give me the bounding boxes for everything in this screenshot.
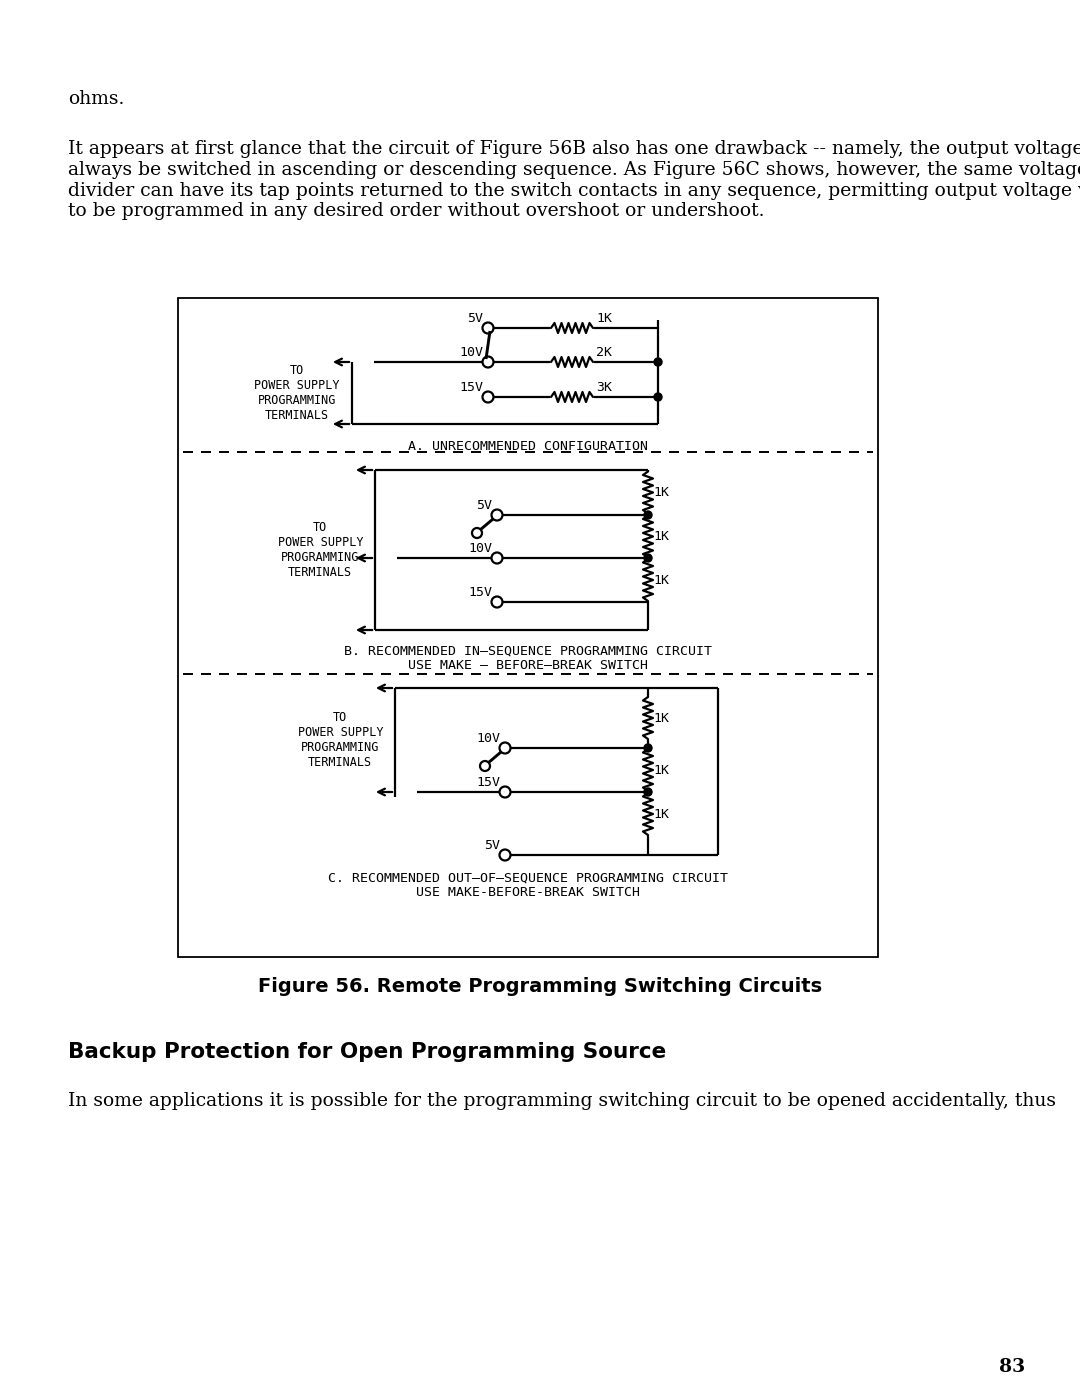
Text: 15V: 15V: [468, 585, 492, 599]
Text: B. RECOMMENDED IN–SEQUENCE PROGRAMMING CIRCUIT: B. RECOMMENDED IN–SEQUENCE PROGRAMMING C…: [345, 645, 712, 658]
Text: ohms.: ohms.: [68, 89, 124, 108]
Text: 1K: 1K: [653, 486, 669, 499]
Text: In some applications it is possible for the programming switching circuit to be : In some applications it is possible for …: [68, 1092, 1056, 1111]
Circle shape: [644, 555, 652, 562]
Text: 1K: 1K: [653, 764, 669, 777]
Circle shape: [654, 393, 662, 401]
Text: TO
POWER SUPPLY
PROGRAMMING
TERMINALS: TO POWER SUPPLY PROGRAMMING TERMINALS: [255, 365, 340, 422]
Text: 1K: 1K: [653, 529, 669, 543]
Text: C. RECOMMENDED OUT–OF–SEQUENCE PROGRAMMING CIRCUIT: C. RECOMMENDED OUT–OF–SEQUENCE PROGRAMMI…: [328, 872, 728, 886]
Circle shape: [644, 745, 652, 752]
Text: 10V: 10V: [476, 732, 500, 745]
Text: 5V: 5V: [476, 499, 492, 511]
Text: TO
POWER SUPPLY
PROGRAMMING
TERMINALS: TO POWER SUPPLY PROGRAMMING TERMINALS: [278, 521, 363, 578]
Bar: [178, 298, 878, 957]
Text: 5V: 5V: [484, 840, 500, 852]
Text: 5V: 5V: [467, 312, 483, 326]
Text: 1K: 1K: [653, 711, 669, 725]
Circle shape: [644, 511, 652, 520]
Text: 10V: 10V: [459, 346, 483, 359]
Text: 15V: 15V: [476, 775, 500, 789]
Text: 15V: 15V: [459, 381, 483, 394]
Text: TO
POWER SUPPLY
PROGRAMMING
TERMINALS: TO POWER SUPPLY PROGRAMMING TERMINALS: [297, 711, 383, 768]
Text: 1K: 1K: [653, 807, 669, 820]
Text: It appears at first glance that the circuit of Figure 56B also has one drawback : It appears at first glance that the circ…: [68, 140, 1080, 221]
Text: Backup Protection for Open Programming Source: Backup Protection for Open Programming S…: [68, 1042, 666, 1062]
Text: 83: 83: [999, 1358, 1025, 1376]
Circle shape: [654, 358, 662, 366]
Text: 10V: 10V: [468, 542, 492, 555]
Text: 1K: 1K: [596, 312, 612, 326]
Text: USE MAKE – BEFORE–BREAK SWITCH: USE MAKE – BEFORE–BREAK SWITCH: [408, 659, 648, 672]
Circle shape: [644, 788, 652, 796]
Text: 1K: 1K: [653, 574, 669, 587]
Text: 3K: 3K: [596, 381, 612, 394]
Text: 2K: 2K: [596, 346, 612, 359]
Text: A. UNRECOMMENDED CONFIGURATION: A. UNRECOMMENDED CONFIGURATION: [408, 440, 648, 453]
Text: Figure 56. Remote Programming Switching Circuits: Figure 56. Remote Programming Switching …: [258, 977, 822, 996]
Text: USE MAKE-BEFORE-BREAK SWITCH: USE MAKE-BEFORE-BREAK SWITCH: [416, 886, 640, 900]
